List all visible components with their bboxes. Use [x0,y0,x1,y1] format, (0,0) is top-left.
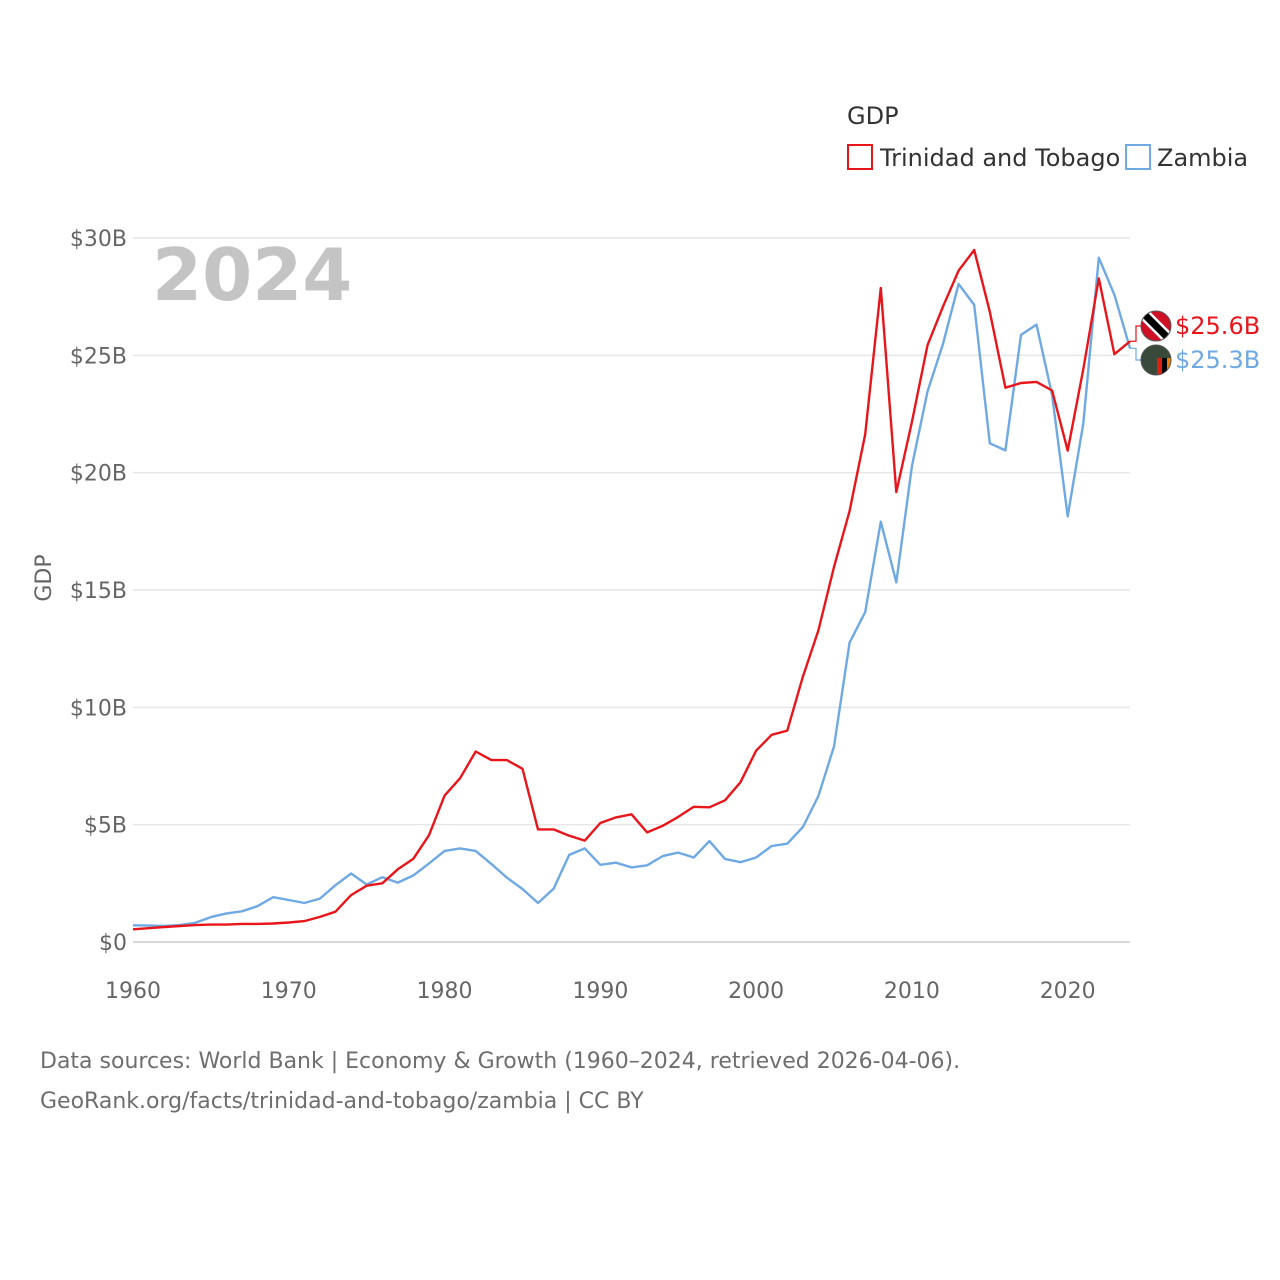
end-connector [1130,325,1141,342]
x-tick-label: 1990 [572,979,628,1004]
end-connector [1130,347,1141,361]
end-value-label: $25.6B [1175,312,1260,340]
legend: GDP Trinidad and Tobago Zambia [847,102,1248,172]
end-markers: $25.6B $25.3B [1130,310,1260,376]
series-line-zambia[interactable] [132,256,1132,928]
source-line: Data sources: World Bank | Economy & Gro… [40,1049,960,1074]
legend-title: GDP [847,102,899,130]
x-tick-label: 1960 [105,979,161,1004]
flag-border [1140,310,1172,342]
series-lines [132,248,1132,931]
series-line-trinidad-and-tobago[interactable] [132,248,1131,931]
year-label: 2024 [152,233,352,317]
y-tick-label: $0 [99,931,127,956]
y-tick-label: $25B [70,344,127,369]
source-url[interactable]: GeoRank.org/facts/trinidad-and-tobago/za… [40,1089,644,1114]
y-axis-title: GDP [32,554,57,601]
y-tick-label: $10B [70,696,127,721]
flag-zambia-icon [1141,345,1171,375]
flag-trinidad-and-tobago-icon [1141,311,1171,341]
y-tick-label: $15B [70,579,127,604]
y-tick-label: $5B [84,814,127,839]
gridlines [133,237,1130,943]
y-tick-label: $30B [70,227,127,252]
y-axis-ticks: $0 $5B $10B $15B $20B $25B $30B [70,227,127,956]
x-tick-label: 1970 [261,979,317,1004]
legend-swatch-trinidad-and-tobago[interactable] [847,144,873,170]
x-tick-label: 2000 [728,979,784,1004]
y-tick-label: $20B [70,462,127,487]
flag-border [1140,344,1172,376]
x-tick-label: 2020 [1040,979,1096,1004]
x-tick-label: 2010 [884,979,940,1004]
legend-label-zambia[interactable]: Zambia [1157,144,1248,172]
x-tick-label: 1980 [417,979,473,1004]
end-value-label: $25.3B [1175,346,1260,374]
x-axis-ticks: 1960 1970 1980 1990 2000 2010 2020 [105,979,1096,1004]
legend-label-trinidad-and-tobago[interactable]: Trinidad and Tobago [879,144,1120,172]
legend-swatch-zambia[interactable] [1125,144,1151,170]
